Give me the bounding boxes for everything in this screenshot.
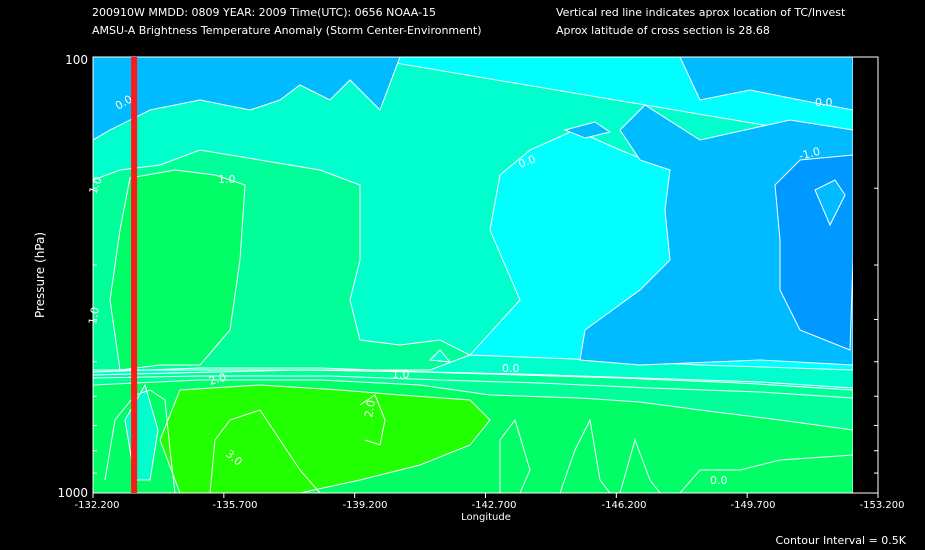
x-tick-label: -153.200	[860, 500, 905, 511]
x-tick-label: -139.200	[343, 500, 388, 511]
contour-fill	[93, 57, 853, 493]
header-note-line1: Vertical red line indicates aprox locati…	[556, 6, 846, 19]
y-tick-label: 1000	[57, 486, 88, 500]
header-title-line2: AMSU-A Brightness Temperature Anomaly (S…	[92, 24, 482, 37]
contour-label: 1.0	[86, 306, 102, 325]
x-tick-label: -135.700	[213, 500, 258, 511]
contour-label: 2.0	[207, 371, 227, 388]
y-axis-ticks	[93, 56, 878, 494]
x-tick-label: -149.700	[731, 500, 776, 511]
contour-label: 1.0	[392, 368, 410, 381]
header-note-line2: Aprox latitude of cross section is 28.68	[556, 24, 770, 37]
header-title-line1: 200910W MMDD: 0809 YEAR: 2009 Time(UTC):…	[92, 6, 436, 19]
contour-label: 2.0	[362, 399, 378, 418]
x-tick-label: -142.700	[472, 500, 517, 511]
y-axis-label: Pressure (hPa)	[33, 232, 47, 318]
y-tick-label: 100	[65, 53, 88, 67]
contour-label: 0.0	[502, 362, 520, 375]
x-axis-label: Longitude	[461, 512, 511, 523]
x-axis-ticks	[92, 493, 879, 498]
x-tick-labels: -132.200 -135.700 -139.200 -142.700 -146…	[75, 500, 905, 511]
contour-interval-note: Contour Interval = 0.5K	[776, 534, 907, 547]
contour-label: 0.0	[517, 153, 538, 171]
contour-label: 1.0	[87, 175, 105, 196]
contour-label: 0.0	[815, 96, 833, 109]
x-tick-label: -146.200	[602, 500, 647, 511]
contour-label: -1.0	[797, 145, 821, 163]
contour-label: 0.0	[710, 474, 728, 487]
x-tick-label: -132.200	[75, 500, 120, 511]
contour-labels: 0.0 0.0 0.0 -1.0 1.0 1.0 1.0 1.0 2.0 2.0…	[86, 93, 832, 487]
contour-label: 1.0	[218, 173, 236, 186]
